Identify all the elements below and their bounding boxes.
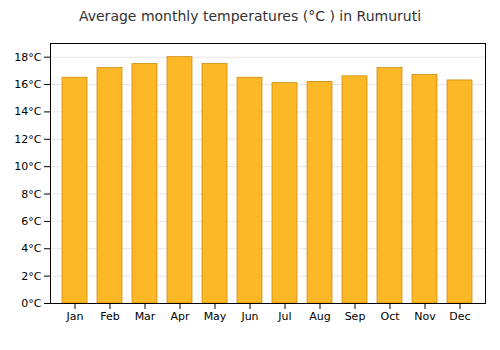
svg-text:Dec: Dec: [449, 310, 470, 323]
svg-text:Nov: Nov: [414, 310, 436, 323]
svg-text:14°C: 14°C: [14, 105, 41, 118]
svg-text:8°C: 8°C: [21, 188, 41, 201]
html-text:Average monthly temperatures (: Average monthly temperatures (°C ) in Ru…: [79, 8, 421, 24]
svg-text:Feb: Feb: [100, 310, 119, 323]
svg-text:Mar: Mar: [135, 310, 156, 323]
svg-text:6°C: 6°C: [21, 215, 41, 228]
svg-text:Sep: Sep: [345, 310, 366, 323]
svg-text:Aug: Aug: [309, 310, 330, 323]
svg-text:16°C: 16°C: [14, 78, 41, 91]
svg-text:12°C: 12°C: [14, 133, 41, 146]
svg-text:4°C: 4°C: [21, 242, 41, 255]
svg-text:10°C: 10°C: [14, 160, 41, 173]
svg-text:Jan: Jan: [66, 310, 84, 323]
svg-text:2°C: 2°C: [21, 270, 41, 283]
svg-text:Apr: Apr: [170, 310, 190, 323]
svg-text:18°C: 18°C: [14, 51, 41, 64]
svg-text:May: May: [204, 310, 227, 323]
svg-text:Jun: Jun: [240, 310, 258, 323]
svg-text:Jul: Jul: [277, 310, 291, 323]
svg-text:Oct: Oct: [380, 310, 400, 323]
svg-text:0°C: 0°C: [21, 297, 41, 310]
